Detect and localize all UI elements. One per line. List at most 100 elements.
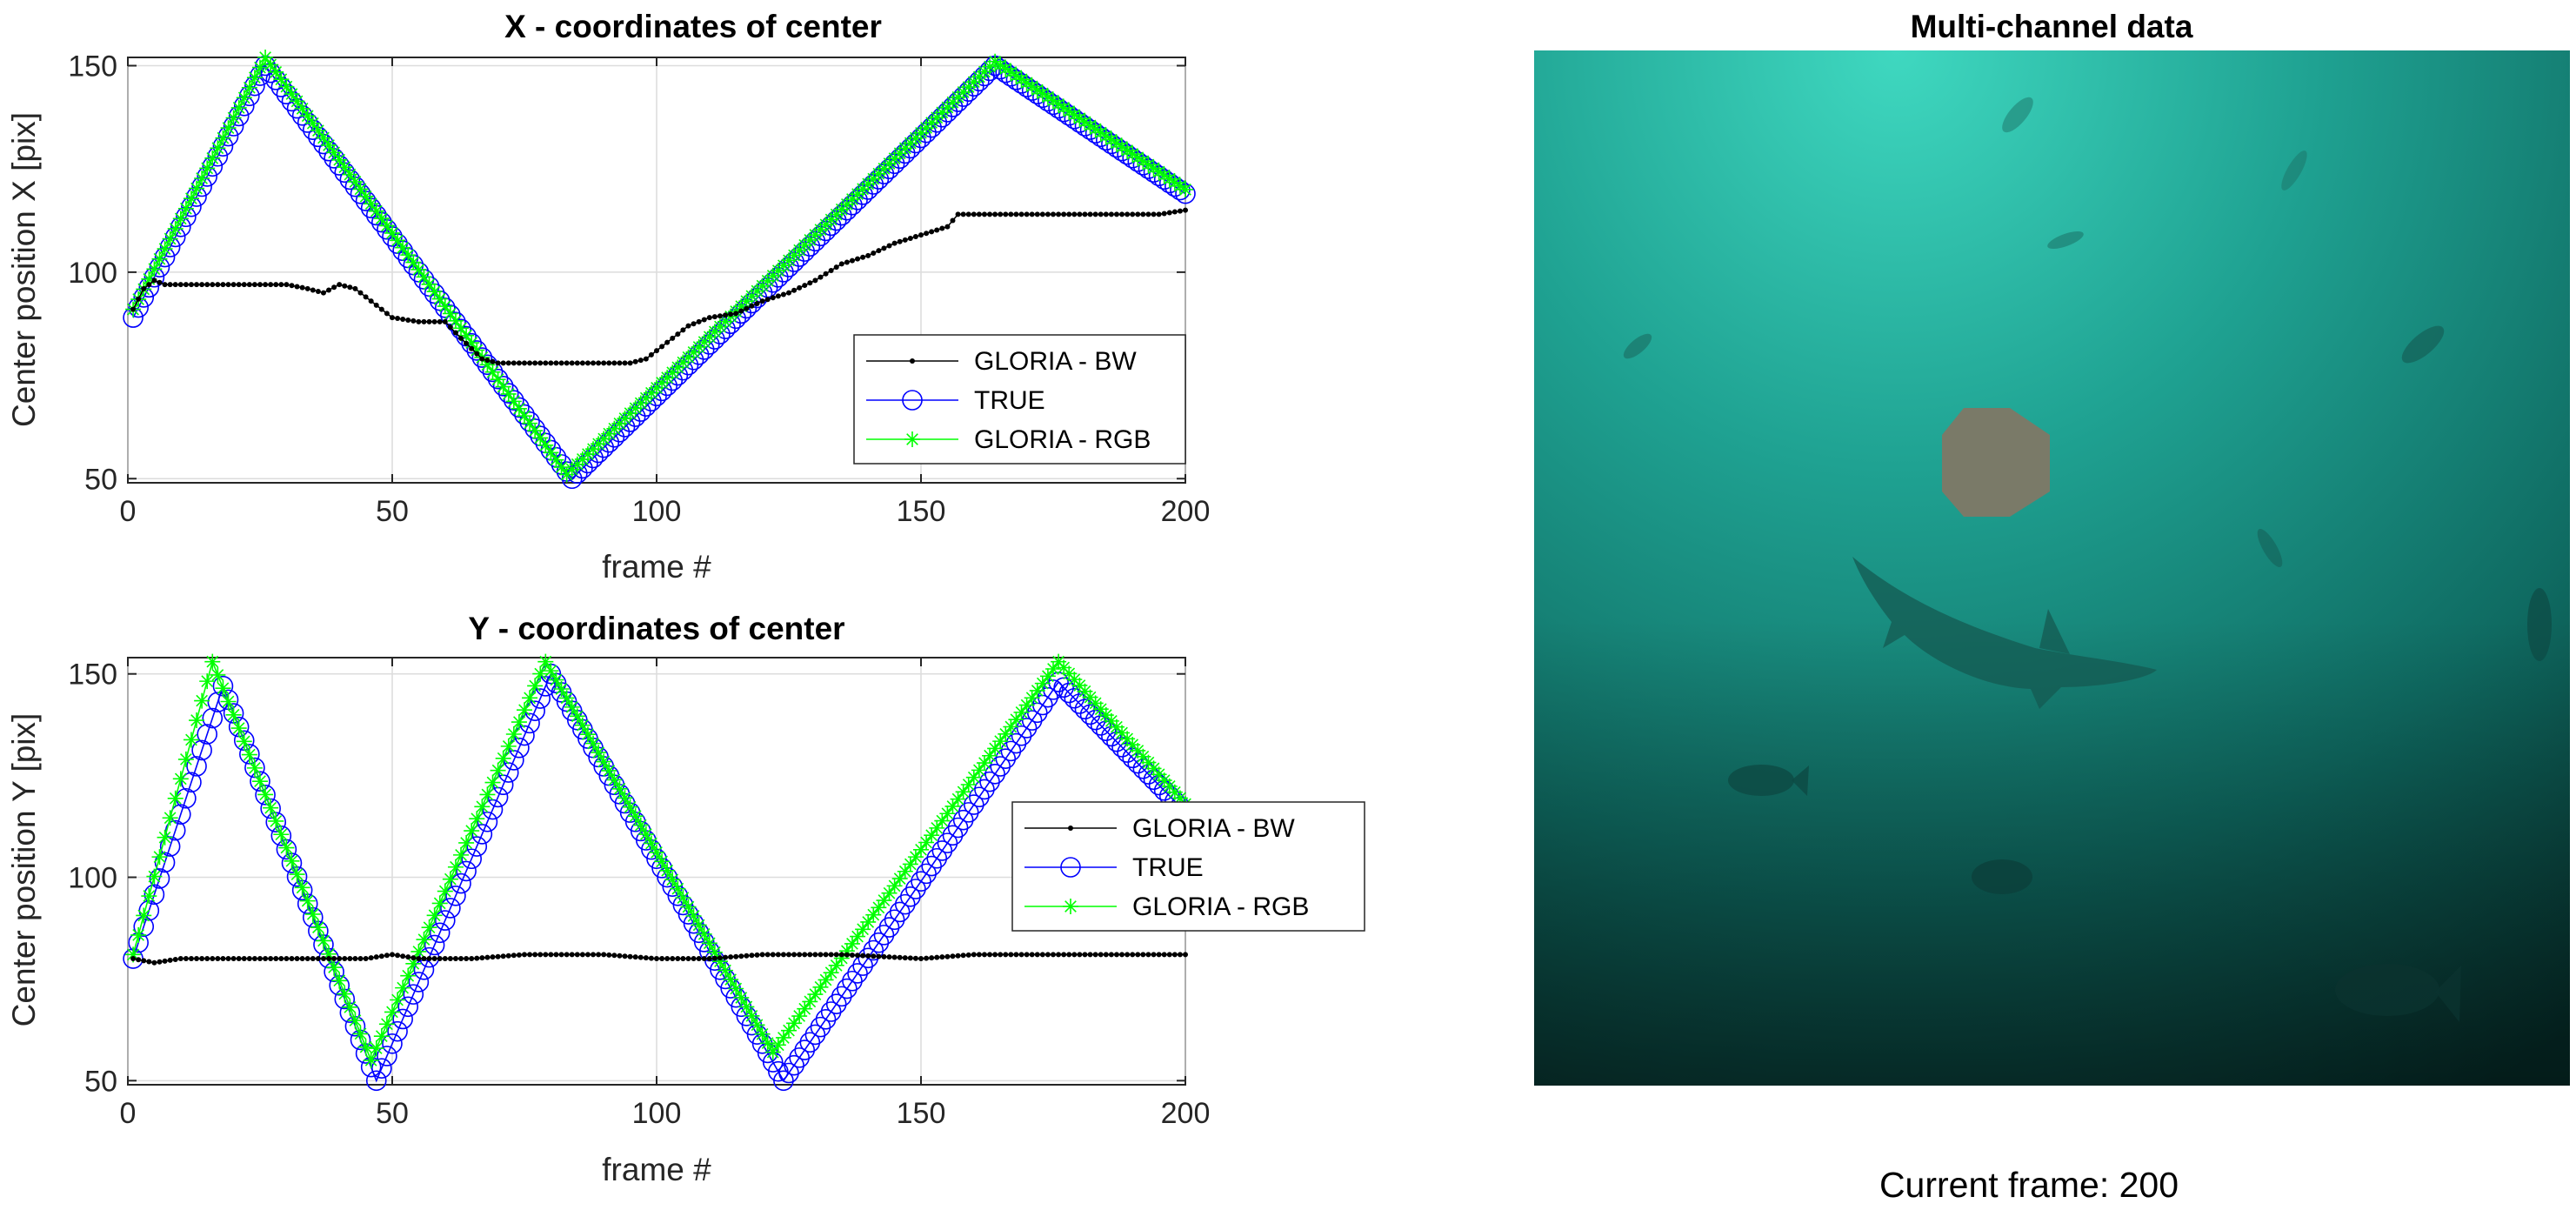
y-plot-legend: GLORIA - BW TRUE GLORIA - RGB [1011,801,1365,932]
data-point [347,174,364,191]
data-point [378,1016,395,1033]
data-point [1058,682,1080,704]
data-point [1130,742,1146,759]
data-point [1024,211,1030,217]
data-point [998,211,1004,217]
data-point [220,282,226,288]
data-point [458,327,475,344]
data-point [365,1070,387,1092]
data-point [937,832,958,853]
data-point [183,732,199,748]
data-point [891,240,898,246]
data-point [1098,952,1104,958]
data-point [241,79,257,96]
data-point [902,955,908,961]
data-point [1171,790,1188,806]
data-point [553,459,570,476]
data-point [210,666,226,683]
data-point [838,261,844,267]
data-point [167,957,173,963]
data-point [591,745,607,761]
data-point [958,802,979,823]
data-point [648,351,654,358]
data-point [1003,64,1019,81]
data-point [823,271,829,277]
data-point [831,986,852,1007]
data-point [299,108,316,124]
data-point [378,306,384,312]
data-point [1124,146,1141,163]
data-point [1156,167,1172,184]
data-point [357,1039,374,1055]
data-point [543,360,549,366]
data-point [326,959,343,976]
legend-label: TRUE [974,386,1045,415]
data-point [1135,211,1141,217]
y-plot-series [123,653,1196,1092]
data-point [654,853,671,870]
data-point [606,952,612,958]
data-point [395,316,401,322]
data-point [405,954,411,960]
data-point [850,928,866,945]
x-plot-ylabel: Center position X [pix] [6,112,42,427]
data-point [1113,211,1119,217]
data-point [1113,952,1119,958]
data-point [670,335,676,341]
fish-silhouette [2257,528,2283,568]
data-point [876,892,892,909]
data-point [685,907,702,924]
data-point [543,663,559,679]
data-point [434,910,456,931]
data-point [992,57,1009,73]
data-point [1098,707,1114,724]
data-point [474,955,480,961]
data-point [717,962,734,979]
data-point [1008,952,1014,958]
data-point [204,150,221,166]
data-point [1039,89,1056,105]
data-point [299,956,305,962]
data-point [974,779,995,800]
data-point [1029,211,1035,217]
legend-marker [904,431,920,447]
data-point [897,863,913,879]
data-point [320,290,326,296]
data-point [236,733,252,750]
data-point [855,256,861,262]
data-point [484,358,491,364]
data-point [995,748,1017,769]
data-point [553,952,559,958]
x-tick-label: 150 [897,1097,946,1130]
data-point [770,295,776,301]
data-point [189,180,205,197]
data-point [924,955,930,961]
data-point [1056,659,1072,676]
data-point [548,952,554,958]
data-point [194,282,200,288]
data-point [1161,170,1178,187]
data-point [944,224,951,230]
data-point [342,999,358,1015]
data-point [421,318,427,324]
data-point [368,298,374,304]
data-point [670,956,676,962]
data-point [828,952,834,958]
data-point [778,1062,799,1084]
data-point [955,211,961,217]
data-point [627,808,644,825]
data-point [151,849,168,866]
data-point [865,906,882,923]
data-point [907,849,924,866]
data-point [377,1046,397,1066]
data-point [337,956,343,962]
data-point [400,247,417,264]
data-point [969,786,990,808]
data-point [1077,683,1093,699]
data-point [738,308,744,314]
data-point [1071,211,1078,217]
data-point [759,1035,776,1052]
data-point [860,953,866,959]
data-point [886,243,892,249]
